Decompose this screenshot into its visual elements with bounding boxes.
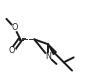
Polygon shape	[48, 44, 56, 54]
Text: O: O	[9, 46, 15, 55]
Text: O: O	[11, 23, 18, 32]
Circle shape	[45, 53, 51, 60]
Circle shape	[11, 25, 18, 31]
Circle shape	[9, 48, 15, 54]
Text: N: N	[45, 52, 51, 61]
